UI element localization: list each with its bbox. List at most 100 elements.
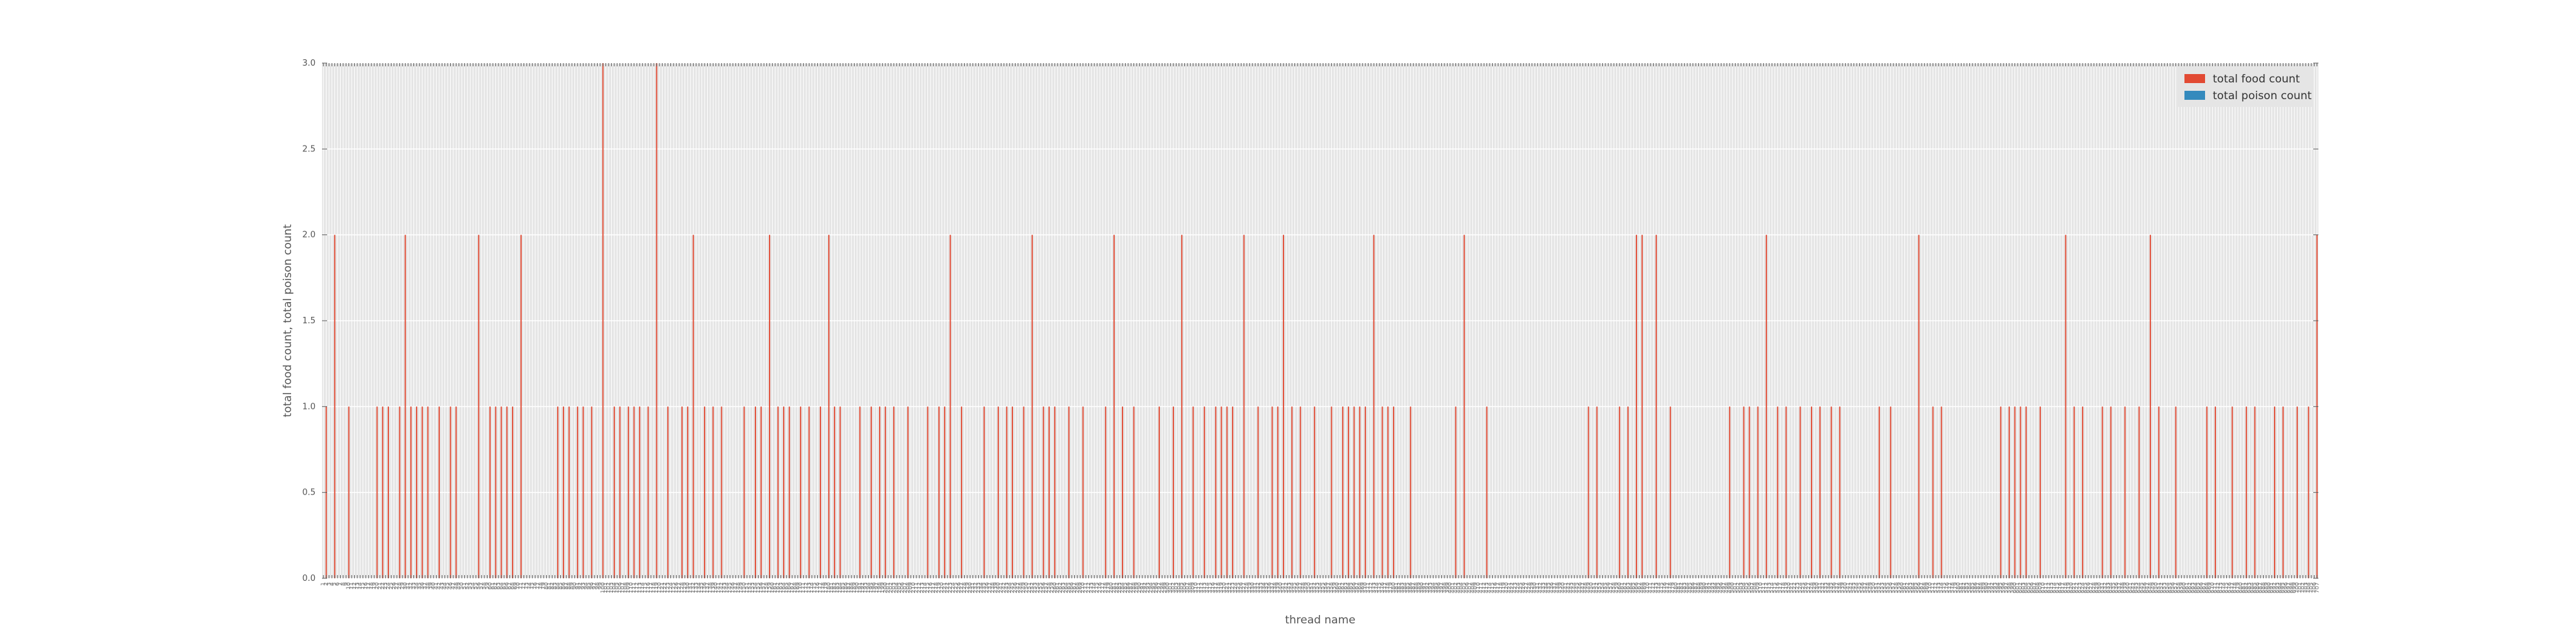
x-tick-label: 435 <box>1546 582 1553 593</box>
x-tick-label: 480 <box>1673 582 1680 593</box>
bar-food <box>1365 406 1367 578</box>
x-tick-label: 626 <box>2085 582 2092 593</box>
x-tick-label: 522 <box>1792 582 1798 593</box>
x-tick-label: 584 <box>1967 582 1973 593</box>
x-tick-label: 356 <box>1323 582 1329 593</box>
x-tick-label: 291 <box>1139 582 1146 593</box>
x-tick-label: 260 <box>1052 582 1058 593</box>
x-tick-label: 179 <box>823 582 829 593</box>
x-tick-label: 571 <box>1930 582 1937 593</box>
x-tick-label: 496 <box>1718 582 1725 593</box>
y-tick-label: 2.5 <box>302 144 316 154</box>
x-tick-label: 574 <box>1938 582 1945 593</box>
x-tick-label: 420 <box>1504 582 1510 593</box>
x-tick-label: 550 <box>1871 582 1877 593</box>
x-tick-label: 46 <box>448 582 454 590</box>
x-tick-label: 285 <box>1122 582 1129 593</box>
x-tick-label: 251 <box>1027 582 1033 593</box>
bar-food <box>1220 406 1222 578</box>
x-tick-label: 384 <box>1402 582 1408 593</box>
x-tick-label: 142 <box>719 582 725 593</box>
x-tick-label: 45 <box>445 582 451 589</box>
x-tick-label: 345 <box>1292 582 1298 593</box>
x-tick-label: 340 <box>1278 582 1284 593</box>
x-tick-label: 380 <box>1391 582 1397 593</box>
bar-food <box>1618 406 1620 578</box>
bar-food <box>721 406 723 578</box>
x-tick-label: 646 <box>2142 582 2148 593</box>
x-tick-label: 408 <box>1470 582 1476 593</box>
x-tick-label: 121 <box>659 582 666 593</box>
x-tick-label: 290 <box>1137 582 1143 593</box>
x-tick-label: 44 <box>442 582 448 590</box>
x-tick-label: 304 <box>1176 582 1182 593</box>
bar-food <box>769 234 770 579</box>
x-tick-label: 416 <box>1492 582 1499 593</box>
x-tick-label: 317 <box>1213 582 1219 593</box>
x-tick-label: 592 <box>1989 582 1996 593</box>
x-tick-label: 696 <box>2283 582 2289 593</box>
x-tick-label: 578 <box>1950 582 1956 593</box>
x-tick-label: 564 <box>1910 582 1917 593</box>
bar-food <box>907 406 909 578</box>
x-tick-label: 424 <box>1515 582 1521 593</box>
x-tick-label: 221 <box>942 582 948 593</box>
x-tick-label: 267 <box>1072 582 1078 593</box>
x-tick-label: 308 <box>1188 582 1194 593</box>
x-tick-label: 454 <box>1600 582 1606 593</box>
x-tick-label: 613 <box>2049 582 2055 593</box>
x-tick-label: 21 <box>377 582 383 589</box>
x-tick-label: 130 <box>685 582 691 593</box>
x-tick-label: 614 <box>2052 582 2058 593</box>
x-tick-label: 1 <box>321 582 327 586</box>
x-tick-label: 533 <box>1823 582 1829 593</box>
x-tick-label: 596 <box>2001 582 2007 593</box>
x-tick-label: 609 <box>2038 582 2044 593</box>
x-tick-label: 446 <box>1577 582 1584 593</box>
x-tick-label: 473 <box>1653 582 1660 593</box>
x-tick-label: 630 <box>2097 582 2103 593</box>
x-tick-label: 528 <box>1808 582 1815 593</box>
x-tick-label: 461 <box>1620 582 1626 593</box>
x-tick-label: 363 <box>1343 582 1349 593</box>
x-tick-label: 589 <box>1981 582 1987 593</box>
x-tick-label: 640 <box>2125 582 2132 593</box>
bar-food <box>2025 406 2027 578</box>
bar-food <box>1748 406 1750 578</box>
bar-food <box>2000 406 2002 578</box>
x-tick-label: 515 <box>1772 582 1778 593</box>
x-tick-label: 17 <box>366 582 372 589</box>
bar-food <box>833 406 835 578</box>
x-tick-label: 452 <box>1594 582 1600 593</box>
bar-food <box>949 234 951 579</box>
x-tick-label: 150 <box>741 582 748 593</box>
x-tick-label: 412 <box>1481 582 1488 593</box>
x-tick-label: 409 <box>1473 582 1479 593</box>
x-tick-label: 657 <box>2173 582 2179 593</box>
x-tick-label: 20 <box>374 582 381 590</box>
x-tick-label: 80 <box>544 582 550 590</box>
x-tick-label: 57 <box>478 582 485 589</box>
x-tick-label: 66 <box>504 582 511 590</box>
x-tick-label: 92 <box>578 582 584 589</box>
x-tick-label: 434 <box>1543 582 1549 593</box>
x-tick-label: 604 <box>2023 582 2030 593</box>
x-tick-label: 348 <box>1300 582 1307 593</box>
x-tick-label: 187 <box>846 582 852 593</box>
x-tick-label: 706 <box>2311 582 2318 593</box>
x-tick-label: 315 <box>1207 582 1213 593</box>
x-tick-label: 358 <box>1329 582 1335 593</box>
x-tick-label: 593 <box>1992 582 1998 593</box>
x-tick-label: 207 <box>902 582 909 593</box>
x-tick-label: 462 <box>1622 582 1629 593</box>
x-tick-label: 539 <box>1840 582 1846 593</box>
bar-food <box>1353 406 1355 578</box>
x-tick-label: 224 <box>950 582 956 593</box>
x-tick-label: 451 <box>1591 582 1598 593</box>
x-tick-label: 284 <box>1120 582 1126 593</box>
x-tick-label: 489 <box>1698 582 1705 593</box>
x-tick-label: 546 <box>1859 582 1866 593</box>
x-tick-label: 245 <box>1010 582 1016 593</box>
x-tick-label: 102 <box>606 582 612 593</box>
